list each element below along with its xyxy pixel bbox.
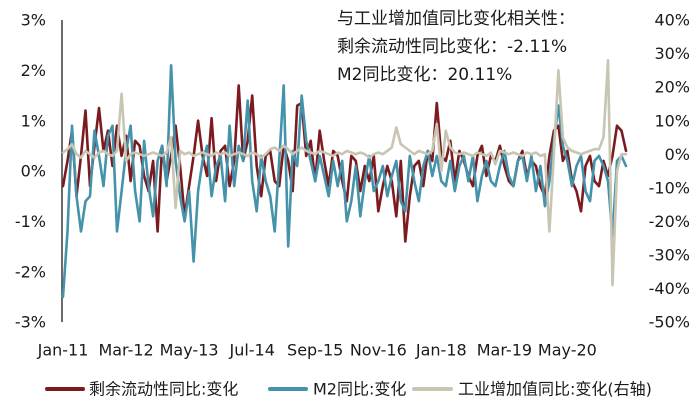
annotation-surplus-liquidity: 剩余流动性同比变化：-2.11%	[337, 37, 567, 57]
y-axis-right: 40% 30% 20% 10% 0% -10% -20% -30% -40% -50%	[649, 11, 690, 332]
y2-tick-label: -30%	[649, 246, 690, 265]
annotation-heading: 与工业增加值同比变化相关性：	[337, 9, 575, 29]
y2-tick-label: 20%	[654, 78, 690, 97]
x-axis: Jan-11 Mar-12 May-13 Jul-14 Sep-15 Nov-16 Jan-…	[37, 341, 597, 360]
x-tick-label: May-20	[538, 341, 597, 360]
y2-tick-label: -50%	[649, 313, 690, 332]
y-tick-label: -3%	[15, 313, 46, 332]
y2-tick-label: 0%	[665, 145, 690, 164]
y-axis-left: 3% 2% 1% 0% -1% -2% -3%	[15, 11, 63, 332]
x-tick-label: Nov-16	[350, 341, 407, 360]
legend-label-surplus-liquidity: 剩余流动性同比:变化	[89, 380, 238, 399]
legend-label-industrial-output: 工业增加值同比:变化(右轴)	[458, 380, 652, 399]
x-tick-label: Mar-12	[98, 341, 153, 360]
y2-tick-label: -20%	[649, 212, 690, 231]
m2-line	[61, 64, 628, 299]
y2-tick-label: 40%	[654, 11, 690, 30]
legend: 剩余流动性同比:变化 M2同比:变化 工业增加值同比:变化(右轴)	[45, 380, 652, 399]
y-tick-label: -2%	[15, 262, 46, 281]
legend-item: 剩余流动性同比:变化	[45, 380, 238, 399]
x-tick-label: Sep-15	[287, 341, 343, 360]
y-tick-label: 0%	[21, 162, 46, 181]
annotation-m2: M2同比变化：20.11%	[337, 65, 512, 85]
x-tick-label: May-13	[160, 341, 219, 360]
plot-area	[61, 59, 628, 299]
industrial-output-line	[61, 59, 628, 287]
y2-tick-label: -40%	[649, 279, 690, 298]
legend-item: M2同比:变化	[268, 380, 406, 399]
legend-item: 工业增加值同比:变化(右轴)	[412, 380, 652, 399]
y-tick-label: 1%	[21, 111, 46, 130]
y-tick-label: 2%	[21, 61, 46, 80]
y2-tick-label: 30%	[654, 44, 690, 63]
correlation-annotation: 与工业增加值同比变化相关性： 剩余流动性同比变化：-2.11% M2同比变化：2…	[337, 9, 575, 85]
x-tick-label: Jul-14	[228, 341, 274, 360]
y2-tick-label: 10%	[654, 111, 690, 130]
x-tick-label: Jan-18	[415, 341, 467, 360]
y2-tick-label: -10%	[649, 178, 690, 197]
y-tick-label: -1%	[15, 212, 46, 231]
x-tick-label: Mar-19	[477, 341, 532, 360]
x-tick-label: Jan-11	[37, 341, 89, 360]
y-tick-label: 3%	[21, 11, 46, 30]
legend-label-m2: M2同比:变化	[313, 380, 406, 399]
